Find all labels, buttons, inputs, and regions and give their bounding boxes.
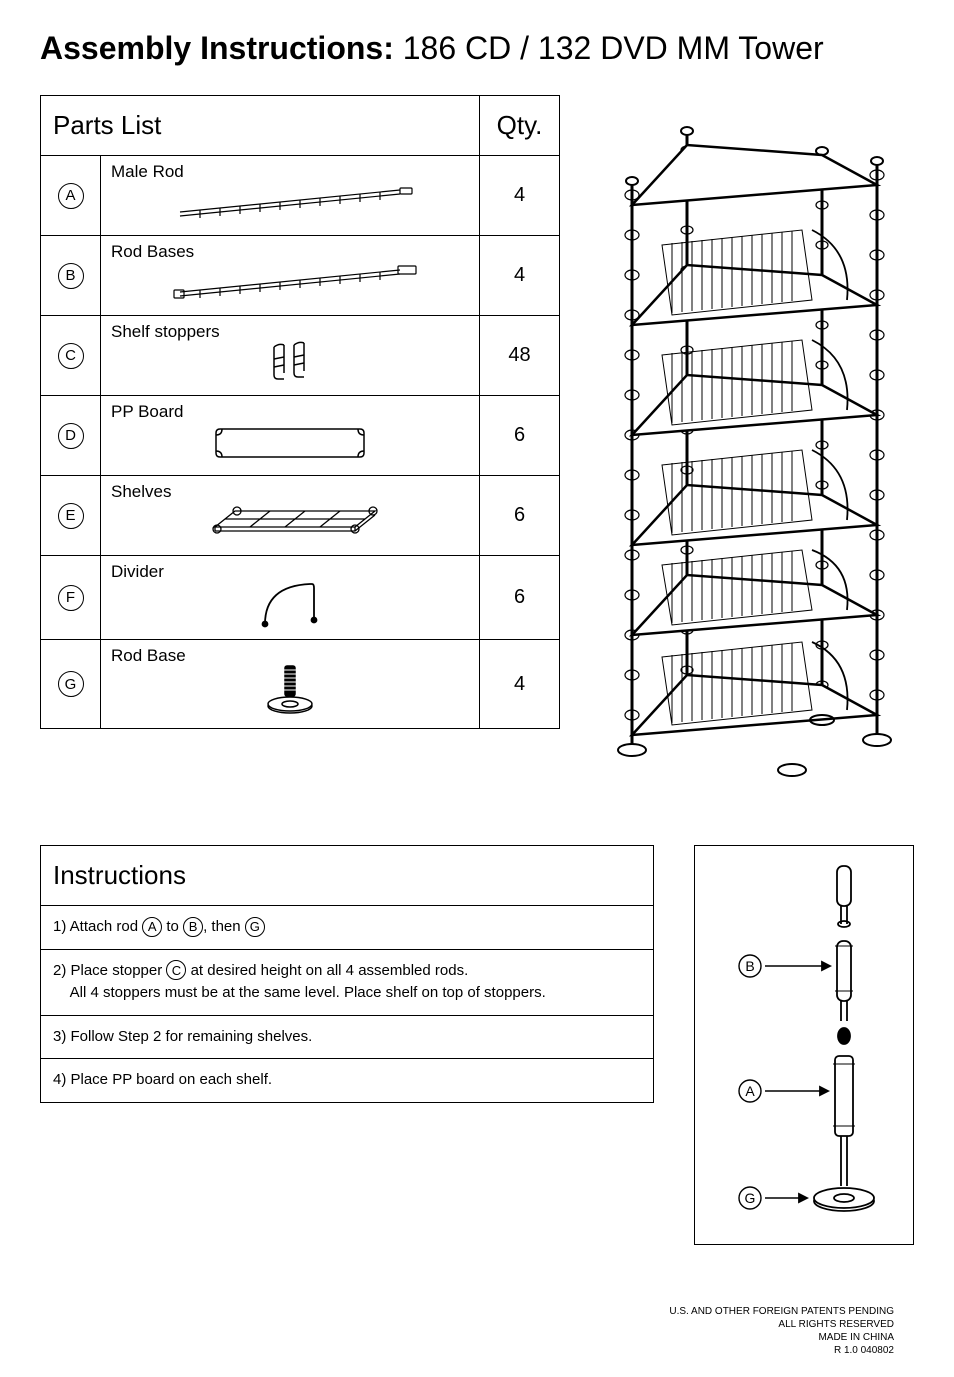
rod-assembly-diagram: B A G [694, 845, 914, 1245]
part-name: Shelves [111, 482, 171, 502]
diagram-label-a: A [745, 1083, 755, 1099]
instructions-box: Instructions 1) Attach rod A to B, then … [40, 845, 654, 1103]
part-name: Divider [111, 562, 164, 582]
part-name: Shelf stoppers [111, 322, 220, 342]
instruction-step: 4) Place PP board on each shelf. [41, 1059, 653, 1102]
part-qty: 48 [480, 316, 560, 396]
part-qty: 4 [480, 236, 560, 316]
part-qty: 4 [480, 640, 560, 729]
part-letter: A [58, 183, 84, 209]
letter-c-ref: C [166, 960, 186, 980]
parts-list-header: Parts List [41, 96, 480, 156]
parts-list-table: Parts List Qty. A Male Rod [40, 95, 560, 729]
part-row: A Male Rod [41, 156, 560, 236]
part-row: B Rod Bases [41, 236, 560, 316]
part-row: E Shelves [41, 476, 560, 556]
part-name: Rod Base [111, 646, 186, 666]
diagram-label-g: G [745, 1190, 756, 1206]
letter-g-ref: G [245, 917, 265, 937]
part-qty: 6 [480, 476, 560, 556]
part-letter: C [58, 343, 84, 369]
footer-line: R 1.0 040802 [40, 1344, 894, 1357]
part-row: G Rod Base [41, 640, 560, 729]
part-qty: 6 [480, 556, 560, 640]
part-name: Male Rod [111, 162, 184, 182]
diagram-label-b: B [745, 958, 754, 974]
part-qty: 6 [480, 396, 560, 476]
letter-b-ref: B [183, 917, 203, 937]
instruction-step: 1) Attach rod A to B, then G [41, 906, 653, 950]
part-letter: D [58, 423, 84, 449]
tower-illustration [590, 95, 914, 785]
instruction-step: 3) Follow Step 2 for remaining shelves. [41, 1016, 653, 1060]
part-letter: B [58, 263, 84, 289]
instructions-header: Instructions [41, 846, 653, 906]
part-row: C Shelf stoppers 48 [41, 316, 560, 396]
qty-header: Qty. [480, 96, 560, 156]
part-row: D PP Board 6 [41, 396, 560, 476]
part-letter: G [58, 671, 84, 697]
footer-line: ALL RIGHTS RESERVED [40, 1318, 894, 1331]
part-letter: E [58, 503, 84, 529]
letter-a-ref: A [142, 917, 162, 937]
title-rest: 186 CD / 132 DVD MM Tower [394, 30, 824, 66]
divider-icon [111, 562, 469, 631]
part-letter: F [58, 585, 84, 611]
part-row: F Divider 6 [41, 556, 560, 640]
part-name: Rod Bases [111, 242, 194, 262]
title-bold: Assembly Instructions: [40, 30, 394, 66]
part-qty: 4 [480, 156, 560, 236]
instruction-step: 2) Place stopper C at desired height on … [41, 950, 653, 1016]
part-name: PP Board [111, 402, 183, 422]
footer-line: MADE IN CHINA [40, 1331, 894, 1344]
footer: U.S. AND OTHER FOREIGN PATENTS PENDING A… [40, 1305, 914, 1357]
footer-line: U.S. AND OTHER FOREIGN PATENTS PENDING [40, 1305, 894, 1318]
page-title: Assembly Instructions: 186 CD / 132 DVD … [40, 30, 914, 67]
